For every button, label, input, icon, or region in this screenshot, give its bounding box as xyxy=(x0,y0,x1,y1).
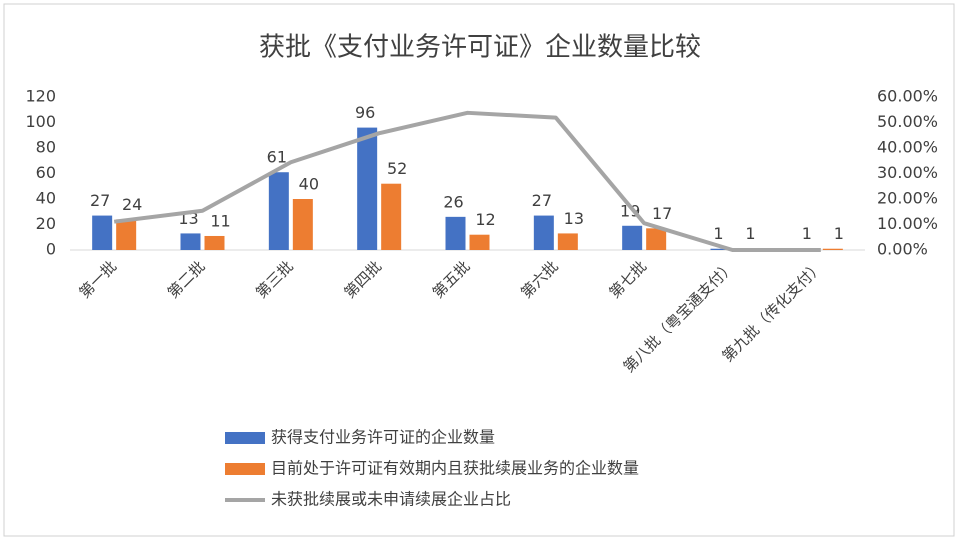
data-label: 24 xyxy=(122,195,142,214)
y-tick-label: 20 xyxy=(36,214,56,233)
legend-label: 目前处于许可证有效期内且获批续展业务的企业数量 xyxy=(271,459,639,478)
legend-label: 未获批续展或未申请续展企业占比 xyxy=(271,490,511,509)
legend-swatch xyxy=(225,463,265,475)
data-label: 26 xyxy=(443,192,463,211)
y2-tick-label: 30.00% xyxy=(877,163,938,182)
legend-label: 获得支付业务许可证的企业数量 xyxy=(271,428,495,447)
data-label: 12 xyxy=(475,210,495,229)
y-tick-label: 40 xyxy=(36,189,56,208)
bar xyxy=(622,225,643,250)
bar xyxy=(292,199,313,250)
bar xyxy=(204,235,225,250)
y-tick-label: 80 xyxy=(36,138,56,157)
line xyxy=(113,110,821,252)
data-label: 11 xyxy=(210,211,230,230)
data-label: 13 xyxy=(564,209,584,228)
bar xyxy=(92,215,113,250)
bar xyxy=(180,233,201,250)
bar xyxy=(469,234,490,250)
bar xyxy=(533,215,554,250)
bar xyxy=(268,172,289,250)
data-label: 96 xyxy=(355,103,375,122)
data-label: 27 xyxy=(90,191,110,210)
chart-title: 获批《支付业务许可证》企业数量比较 xyxy=(259,33,701,63)
bar xyxy=(357,127,378,250)
data-label: 52 xyxy=(387,159,407,178)
data-label: 1 xyxy=(713,224,723,243)
y-tick-label: 100 xyxy=(25,112,56,131)
y2-tick-label: 20.00% xyxy=(877,189,938,208)
legend-swatch xyxy=(225,432,265,444)
y2-tick-label: 60.00% xyxy=(877,87,938,106)
bar xyxy=(710,248,731,250)
data-label: 1 xyxy=(834,224,844,243)
data-label: 17 xyxy=(652,204,672,223)
bar xyxy=(116,219,137,250)
y-tick-label: 120 xyxy=(25,87,56,106)
bar xyxy=(381,183,402,250)
bar xyxy=(557,233,578,250)
y2-tick-label: 10.00% xyxy=(877,214,938,233)
bar xyxy=(822,248,843,250)
bar xyxy=(445,216,466,250)
data-label: 1 xyxy=(802,224,812,243)
data-label: 27 xyxy=(532,191,552,210)
data-label: 61 xyxy=(267,148,287,167)
data-label: 1 xyxy=(745,224,755,243)
bar xyxy=(646,228,667,250)
y2-tick-label: 40.00% xyxy=(877,138,938,157)
y2-tick-label: 50.00% xyxy=(877,112,938,131)
data-label: 40 xyxy=(299,175,319,194)
y-tick-label: 60 xyxy=(36,163,56,182)
y2-tick-label: 0.00% xyxy=(877,240,928,259)
y-tick-label: 0 xyxy=(46,240,56,259)
chart-border xyxy=(3,3,955,537)
